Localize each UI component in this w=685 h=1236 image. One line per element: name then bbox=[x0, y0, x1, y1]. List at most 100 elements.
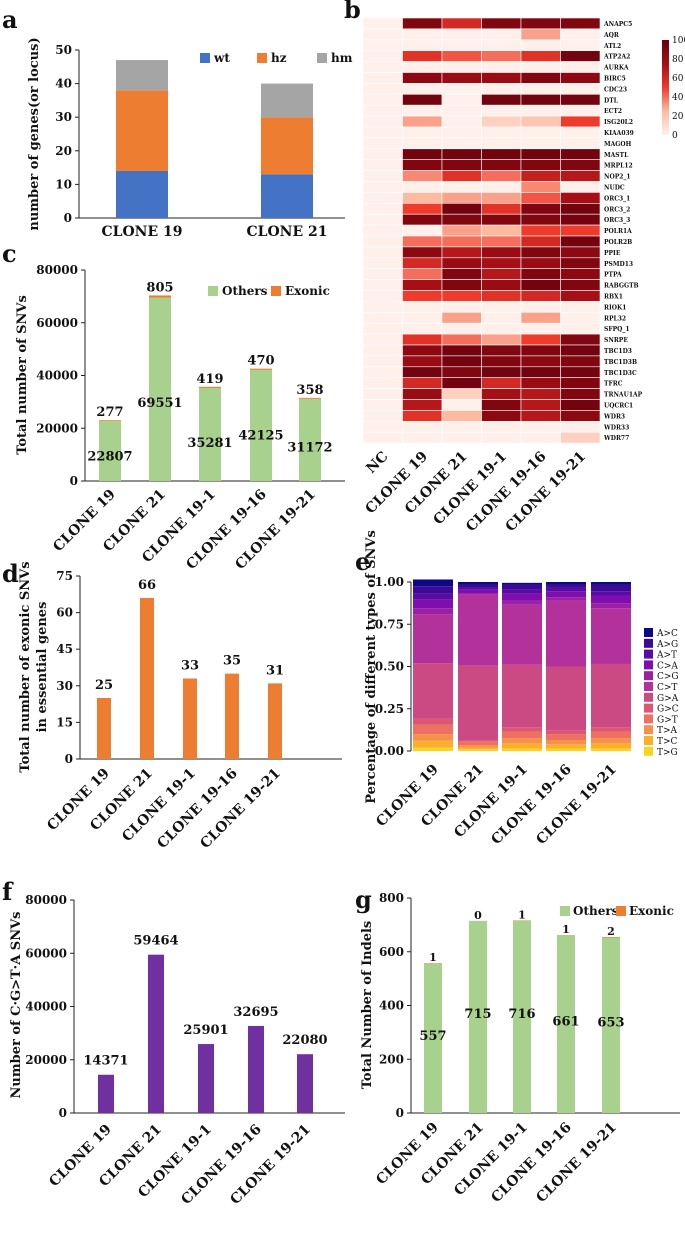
bar-t-c-clone-19-1 bbox=[502, 743, 542, 749]
heatmap-cell-birc5-clone-19 bbox=[402, 72, 443, 84]
legend-label-t-c: T>C bbox=[657, 737, 678, 747]
bar-exonic-clone-19-21 bbox=[602, 936, 620, 938]
heatmap-cell-atl2-nc bbox=[362, 39, 403, 51]
legend-label-t-a: T>A bbox=[657, 726, 678, 736]
heatmap-cell-nop2-1-clone-19-1 bbox=[481, 170, 522, 182]
heatmap-cell-anapc5-clone-19 bbox=[402, 17, 443, 30]
heatmap-cell-ect2-clone-19 bbox=[402, 104, 443, 117]
bar-g-c-clone-21 bbox=[458, 740, 498, 742]
heatmap-cell-wdr33-clone-21 bbox=[441, 420, 482, 433]
heatmap-cell-nop2-1-clone-19-16 bbox=[520, 170, 561, 182]
heatmap-cell-rpl32-clone-19-16 bbox=[520, 311, 561, 324]
heatmap-cell-birc5-clone-19-21 bbox=[560, 72, 601, 84]
heatmap-cell-orc3-3-clone-19-21 bbox=[560, 213, 601, 226]
bar-a-t-clone-21 bbox=[458, 587, 498, 590]
heatmap-cell-wdr33-clone-19-21 bbox=[560, 420, 601, 433]
y-tick-label: 0 bbox=[396, 1106, 404, 1120]
legend-swatch-exonic bbox=[271, 286, 281, 296]
heatmap-cell-birc5-clone-21 bbox=[441, 72, 482, 84]
heatmap-cell-riok1-clone-19-16 bbox=[520, 301, 561, 313]
heatmap-cell-aqr-clone-19 bbox=[402, 28, 443, 41]
panel-a: a 0 10 20 30 40 50 number of genes(or locus) CLO… bbox=[2, 5, 353, 240]
data-label: 32695 bbox=[233, 1005, 278, 1020]
bar-clone-19-1 bbox=[183, 678, 197, 759]
bar-others-clone-19-21 bbox=[299, 398, 321, 481]
heatmap-cell-wdr3-clone-19-16 bbox=[520, 410, 561, 422]
row-label-birc5: BIRC5 bbox=[604, 76, 626, 83]
heatmap-cell-snrpe-clone-19-21 bbox=[560, 333, 601, 346]
bar-clone-19-16 bbox=[225, 673, 239, 759]
heatmap-cell-trnau1ap-clone-19-1 bbox=[481, 388, 522, 400]
heatmap-cell-sfpq-1-clone-19-1 bbox=[481, 322, 522, 335]
heatmap-cell-orc3-2-clone-19-1 bbox=[481, 203, 522, 215]
bar-exonic-clone-19 bbox=[99, 420, 121, 421]
heatmap-cell-ptpa-clone-19-21 bbox=[560, 268, 601, 280]
heatmap-cell-mastl-clone-19-1 bbox=[481, 148, 522, 161]
heatmap-cell-polr1a-clone-19-16 bbox=[520, 224, 561, 237]
bar-c-a-clone-21 bbox=[458, 589, 498, 593]
heatmap-cell-riok1-clone-21 bbox=[441, 301, 482, 313]
heatmap-cell-sfpq-1-clone-19-16 bbox=[520, 322, 561, 335]
heatmap-cell-riok1-nc bbox=[362, 301, 403, 313]
heatmap-cell-psmd13-clone-19-1 bbox=[481, 257, 522, 269]
legend-label-g-a: G>A bbox=[657, 694, 679, 704]
data-label: 59464 bbox=[133, 934, 178, 949]
colorbar-tick-label: 40 bbox=[672, 93, 684, 103]
heatmap-cell-trnau1ap-clone-19 bbox=[402, 388, 443, 400]
heatmap-cell-orc3-3-clone-19-1 bbox=[481, 213, 522, 226]
legend-label-hm: hm bbox=[331, 51, 353, 65]
heatmap-cell-tfrc-clone-21 bbox=[441, 377, 482, 389]
bar-hz-clone-21 bbox=[261, 117, 313, 175]
heatmap-cell-orc3-3-clone-19-16 bbox=[520, 213, 561, 226]
legend-label-wt: wt bbox=[213, 51, 230, 65]
row-label-nop2-1: NOP2_1 bbox=[604, 174, 631, 181]
x-tick-label: CLONE 19 bbox=[101, 224, 182, 240]
bar-hz-clone-19 bbox=[116, 90, 168, 171]
bar-g-c-clone-19 bbox=[413, 718, 453, 725]
heatmap-cell-orc3-3-nc bbox=[362, 213, 403, 226]
bar-clone-19-1 bbox=[198, 1044, 214, 1113]
heatmap-cell-tfrc-clone-19-1 bbox=[481, 377, 522, 389]
heatmap-cell-birc5-clone-19-1 bbox=[481, 72, 522, 84]
heatmap-cell-wdr77-clone-19 bbox=[402, 431, 443, 444]
bar-c-t-clone-21 bbox=[458, 594, 498, 666]
heatmap-cell-tbc1d3-clone-21 bbox=[441, 344, 482, 357]
bar-hm-clone-21 bbox=[261, 83, 313, 118]
heatmap-cell-atl2-clone-19 bbox=[402, 39, 443, 51]
heatmap-cell-rabggtb-clone-19-16 bbox=[520, 279, 561, 291]
heatmap-cell-mrpl12-clone-21 bbox=[441, 159, 482, 171]
data-label-exonic: 419 bbox=[196, 372, 223, 387]
legend-label-g-t: G>T bbox=[657, 715, 678, 725]
heatmap-cell-wdr77-clone-19-16 bbox=[520, 431, 561, 444]
data-label-exonic: 1 bbox=[562, 923, 570, 936]
heatmap-cell-wdr77-clone-21 bbox=[441, 431, 482, 444]
data-label-exonic: 805 bbox=[146, 280, 173, 295]
y-tick-label: 0.25 bbox=[375, 702, 404, 716]
heatmap-cell-atp2a2-clone-19-16 bbox=[520, 50, 561, 62]
heatmap-cell-tbc1d3b-clone-19-1 bbox=[481, 355, 522, 368]
heatmap-cell-trnau1ap-clone-19-16 bbox=[520, 388, 561, 400]
heatmap-cell-wdr33-clone-19-16 bbox=[520, 420, 561, 433]
data-label-others: 69551 bbox=[137, 396, 182, 411]
y-tick-label: 20000 bbox=[36, 421, 78, 435]
heatmap-cell-polr2b-clone-19-1 bbox=[481, 235, 522, 248]
y-tick-label: 80000 bbox=[25, 893, 67, 907]
heatmap-cell-tbc1d3b-clone-21 bbox=[441, 355, 482, 368]
data-label-exonic: 1 bbox=[429, 951, 437, 964]
heatmap-cell-nop2-1-clone-19 bbox=[402, 170, 443, 182]
y-tick-label: 800 bbox=[379, 891, 404, 905]
bar-g-a-clone-19-16 bbox=[546, 666, 586, 731]
y-tick-label: 60000 bbox=[25, 946, 67, 960]
heatmap-cell-atl2-clone-19-21 bbox=[560, 39, 601, 51]
panel-g: g 0 200 400 600 800 Total Number of Indels 1 557… bbox=[355, 885, 680, 1206]
x-tick-label: CLONE 19-1 bbox=[119, 766, 199, 846]
data-label: 31 bbox=[266, 663, 284, 678]
heatmap-cell-atl2-clone-19-1 bbox=[481, 39, 522, 51]
row-label-wdr3: WDR3 bbox=[603, 413, 625, 420]
bar-a-g-clone-21 bbox=[458, 584, 498, 588]
panel-label-c: c bbox=[2, 239, 17, 268]
bar-c-a-clone-19-16 bbox=[546, 591, 586, 598]
data-label-others: 42125 bbox=[238, 428, 283, 443]
heatmap-cell-magoh-clone-19-21 bbox=[560, 137, 601, 150]
